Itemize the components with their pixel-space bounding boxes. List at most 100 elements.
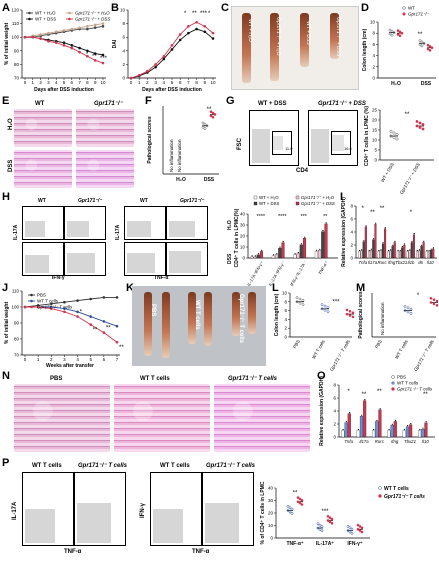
x-tick-label: 8 [195, 80, 198, 85]
data-point [409, 307, 413, 311]
data-point [76, 310, 79, 314]
y-tick-label: 20 [268, 511, 274, 516]
y-tick-label: 6 [372, 42, 375, 47]
data-point [418, 39, 422, 43]
g-axis-cd4: CD4 [296, 168, 309, 174]
data-point [286, 504, 290, 508]
data-point [380, 249, 382, 251]
data-point [435, 299, 439, 303]
data-point [399, 249, 401, 252]
g-label-wt-dss: WT + DSS [258, 101, 287, 107]
bar [430, 250, 433, 259]
bar [377, 251, 380, 259]
significance-mark: *** [301, 214, 308, 220]
annotation-no-inflammation: No inflammation [169, 139, 174, 172]
y-tick-label: 4 [284, 317, 287, 322]
y-tick-label: 2 [284, 326, 287, 331]
facs-h-7 [124, 242, 166, 276]
data-point [398, 34, 402, 38]
colon-specimen [144, 292, 152, 356]
y-tick-label: 4 [350, 230, 353, 235]
data-point [102, 331, 106, 334]
data-point [320, 303, 324, 306]
data-point [101, 53, 105, 57]
panel-label-h: H [2, 191, 10, 203]
data-point [115, 340, 119, 344]
bar [275, 254, 279, 259]
x-tick-label: Gpr171⁻/⁻ + DSS [399, 162, 421, 195]
data-point [396, 29, 400, 32]
x-tick-label: 0 [24, 80, 27, 85]
data-point [320, 529, 324, 533]
facs-dots [169, 251, 201, 273]
y-tick-label: 110 [12, 21, 20, 26]
legend-entry: WT T cells [37, 299, 59, 304]
y-tick-label: 10 [268, 523, 274, 528]
legend-marker [378, 494, 382, 498]
bar [271, 255, 275, 259]
h-col-wt-1: WT [38, 198, 46, 204]
x-tick-label: Tbx21 [404, 439, 417, 444]
data-point [86, 49, 89, 53]
data-point [93, 52, 97, 55]
data-point [396, 33, 400, 36]
significance-mark: *** [332, 300, 340, 306]
bar [259, 251, 264, 259]
y-tick-label: 4 [372, 53, 375, 58]
significance-mark: ** [423, 392, 428, 398]
chart-o-expression: 0 2 4 6 8 Tnfa Il17a Rorc Ifng Tbx21 Il10 Relative … [319, 375, 435, 446]
data-point [365, 225, 367, 227]
legend-marker [28, 11, 31, 15]
data-point [330, 521, 334, 525]
panel-label-k: K [126, 282, 134, 294]
data-point [31, 35, 35, 39]
legend-entry: WT + DSS [259, 201, 279, 206]
colon-specimen [330, 13, 339, 59]
y-tick-label: 20 [372, 118, 378, 123]
g-gate-value-wt: 11.0 [285, 146, 293, 151]
significance-mark: * [417, 293, 420, 299]
data-point [378, 249, 380, 252]
y-axis-label: Colon length (cm) [362, 28, 368, 71]
n-label-pbs: PBS [50, 376, 63, 382]
data-point [345, 308, 349, 312]
significance-mark: ** [207, 107, 212, 113]
facs-dots [169, 221, 195, 237]
legend-entry: Gpr171⁻/⁻ + DSS [301, 201, 335, 206]
data-point [388, 28, 392, 32]
chart-a-weight: 70 80 90 100 110 120 0 1 2 3 4 5 6 7 8 9 10 % of initial … [4, 8, 110, 94]
data-point [426, 249, 428, 252]
bar [296, 253, 300, 259]
colon-specimen [242, 13, 251, 83]
significance-mark: *** [200, 11, 208, 17]
h-col-gpr-1: Gpr171⁻/⁻ [78, 198, 102, 204]
data-point [205, 124, 209, 128]
data-point [403, 305, 407, 308]
x-tick-label: 4 [163, 80, 166, 85]
y-axis-label: Pathological scores [358, 291, 364, 338]
panel-label-b: B [111, 2, 119, 14]
data-point [93, 26, 97, 29]
bar [402, 430, 406, 438]
series-line [130, 28, 214, 79]
bar [375, 421, 379, 438]
facs-dots [25, 221, 45, 237]
p-axis-tnfa-2: TNF-α [192, 549, 210, 555]
bar [410, 242, 413, 259]
y-tick-label: 90 [14, 48, 20, 53]
data-point [372, 238, 375, 240]
x-tick-label: 9 [94, 80, 97, 85]
legend-entry: Gpr171⁻/⁻ + H₂O [301, 195, 335, 200]
data-point [348, 309, 352, 313]
data-point [432, 302, 436, 306]
chart-i-expression: 0 2 4 6 8 Tnfa Il17a Rorc Ifng Tbx21 Il1b Il6 Il10 Re… [341, 197, 437, 267]
data-point [70, 27, 74, 31]
chart-f-path-scores: Pathological scores H₂O DSS No inflammation… [147, 106, 219, 183]
data-point [300, 499, 304, 502]
bar [399, 251, 402, 259]
significance-mark: * [347, 389, 350, 395]
data-point [361, 249, 363, 251]
data-point [425, 421, 427, 423]
data-point [47, 31, 50, 35]
